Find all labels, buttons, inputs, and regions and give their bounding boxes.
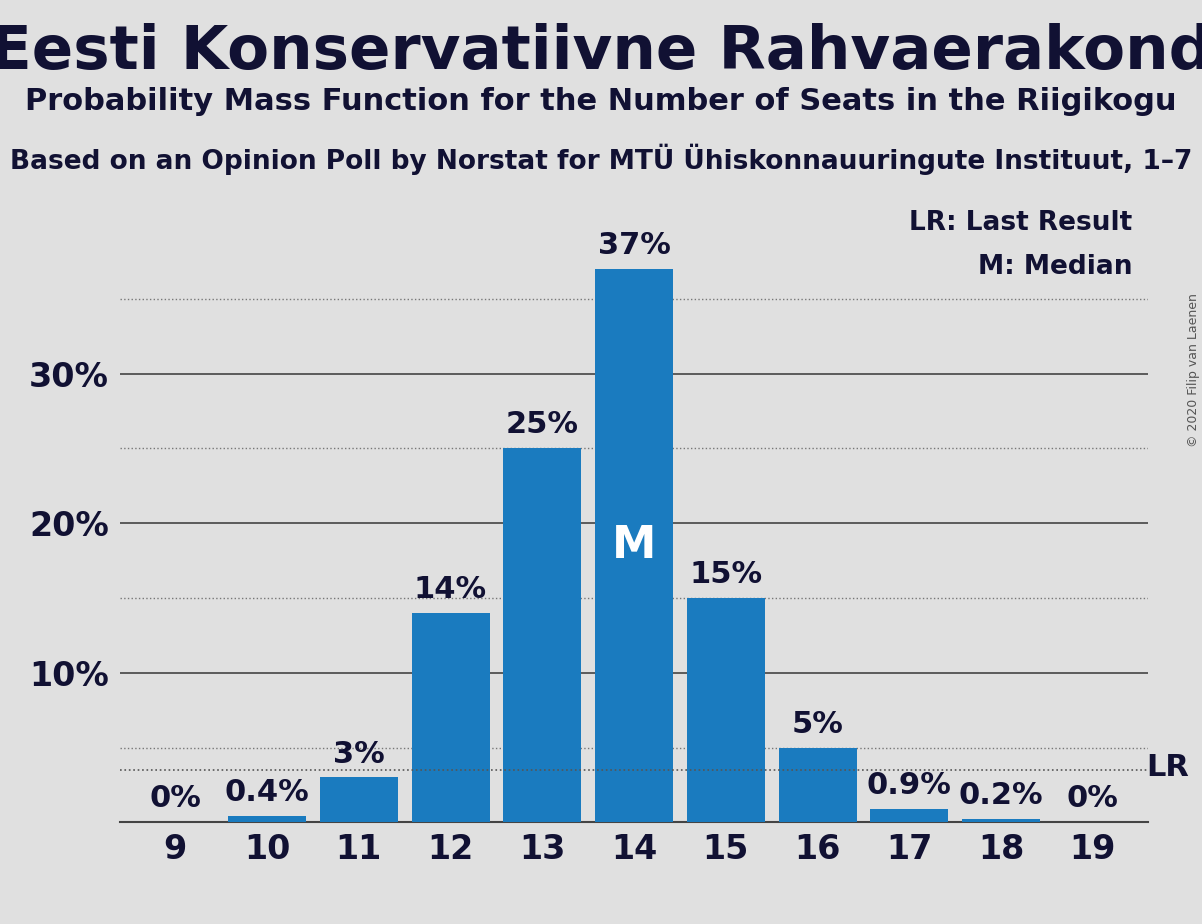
Text: Probability Mass Function for the Number of Seats in the Riigikogu: Probability Mass Function for the Number…	[25, 87, 1177, 116]
Text: LR: Last Result: LR: Last Result	[909, 210, 1132, 236]
Text: 0.9%: 0.9%	[867, 771, 952, 800]
Text: 14%: 14%	[413, 575, 487, 604]
Bar	[504, 448, 582, 822]
Bar	[411, 613, 489, 822]
Text: Based on an Opinion Poll by Norstat for MTÜ Ühiskonnauuringute Instituut, 1–7 De: Based on an Opinion Poll by Norstat for …	[10, 143, 1202, 175]
Bar	[595, 269, 673, 822]
Text: 37%: 37%	[597, 231, 671, 260]
Text: 0%: 0%	[1067, 784, 1119, 813]
Text: 3%: 3%	[333, 739, 385, 769]
Text: 15%: 15%	[689, 560, 762, 589]
Text: Eesti Konservatiivne Rahvaerakond: Eesti Konservatiivne Rahvaerakond	[0, 23, 1202, 82]
Text: 0.4%: 0.4%	[225, 778, 309, 808]
Bar	[228, 817, 307, 822]
Bar	[870, 808, 948, 822]
Bar	[320, 777, 398, 822]
Text: 5%: 5%	[792, 710, 844, 738]
Text: © 2020 Filip van Laenen: © 2020 Filip van Laenen	[1188, 293, 1200, 446]
Text: M: M	[612, 524, 656, 567]
Text: 0.2%: 0.2%	[959, 782, 1043, 810]
Bar	[779, 748, 857, 822]
Text: 25%: 25%	[506, 410, 579, 440]
Text: M: Median: M: Median	[978, 254, 1132, 280]
Text: 0%: 0%	[149, 784, 201, 813]
Bar	[686, 598, 764, 822]
Bar	[962, 820, 1040, 822]
Text: LR: LR	[1146, 752, 1189, 782]
